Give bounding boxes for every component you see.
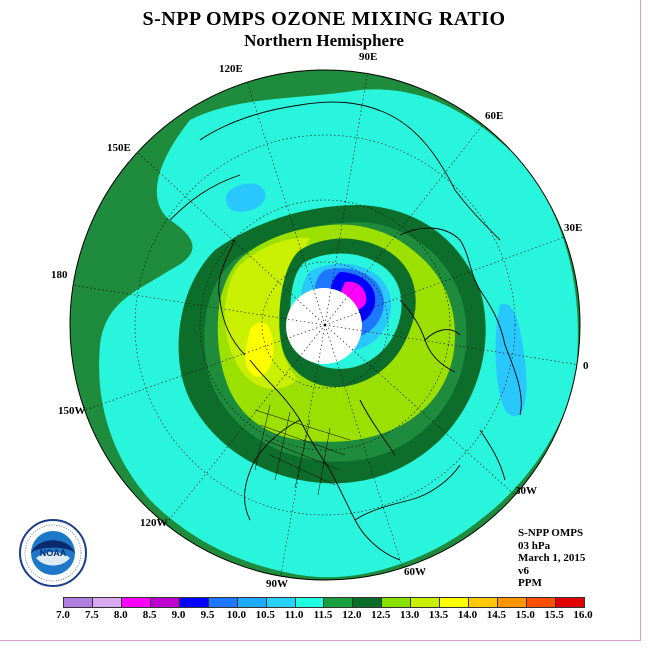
colorbar-segment: [266, 598, 296, 607]
noaa-logo-icon: NOAA: [19, 519, 87, 587]
colorbar-segment: [382, 598, 412, 607]
info-level: 03 hPa: [518, 539, 551, 552]
band-blue-asia: [225, 183, 266, 212]
lon-label-30e: 30E: [564, 222, 583, 234]
figure-title: S-NPP OMPS OZONE MIXING RATIO: [142, 8, 506, 30]
colorbar-tick-label: 15.5: [544, 609, 564, 621]
colorbar-segment: [440, 598, 470, 607]
colorbar-tick-label: 7.0: [56, 609, 70, 621]
lon-label-120w: 120W: [140, 517, 168, 529]
colorbar-segment: [411, 598, 441, 607]
info-date: March 1, 2015: [518, 552, 586, 565]
lon-label-90e: 90E: [359, 51, 378, 63]
colorbar-segment: [295, 598, 325, 607]
colorbar-tick-label: 10.0: [226, 609, 246, 621]
colorbar-tick-label: 16.0: [573, 609, 593, 621]
product-info: S-NPP OMPS 03 hPa March 1, 2015 v6 PPM: [518, 527, 585, 590]
colorbar-tick-label: 8.0: [113, 609, 128, 621]
colorbar-segment: [179, 598, 209, 607]
colorbar-segment: [353, 598, 383, 607]
colorbar-segment: [498, 598, 527, 607]
latitude-lines: [134, 134, 516, 516]
info-version: v6: [518, 564, 529, 577]
colorbar-segment: [121, 598, 151, 607]
colorbar-ticks: 7.0 7.5 8.0 8.5 9.0 9.5 10.0 10.5 11.0 11.5 12.0 12…: [42, 609, 602, 623]
lon-label-60e: 60E: [485, 110, 504, 122]
colorbar-tick-label: 10.5: [255, 609, 275, 621]
coastlines: [169, 101, 522, 561]
colorbar-tick-label: 13.5: [428, 609, 449, 621]
colorbar-tick-label: 14.0: [457, 609, 478, 621]
lon-label-120e: 120E: [219, 63, 243, 75]
colorbar-tick-label: 9.0: [171, 609, 186, 621]
lon-label-180: 180: [51, 269, 68, 281]
info-instrument: S-NPP OMPS: [518, 527, 584, 539]
colorbar-tick-label: 14.5: [486, 609, 506, 621]
colorbar-segment: [64, 598, 93, 607]
lon-label-0: 0: [583, 360, 589, 372]
meridian-lines: [71, 70, 580, 580]
colorbar-tick-label: 7.5: [85, 609, 99, 621]
noaa-logo-text: NOAA: [40, 548, 67, 558]
colorbar-tick-label: 11.0: [284, 609, 304, 621]
lon-label-150w: 150W: [58, 405, 86, 417]
colorbar-segment: [555, 598, 584, 607]
colorbar-tick-label: 12.0: [342, 609, 362, 621]
colorbar-tick-label: 8.5: [142, 609, 157, 621]
colorbar-tick-label: 12.5: [371, 609, 391, 621]
colorbar-tick-label: 15.0: [515, 609, 535, 621]
map-boundary: [69, 69, 581, 581]
lon-label-30w: 30W: [515, 485, 537, 497]
colorbar: [63, 597, 585, 608]
colorbar-segment: [208, 598, 238, 607]
colorbar-segment: [469, 598, 499, 607]
colorbar-segment: [527, 598, 556, 607]
colorbar-segment: [150, 598, 180, 607]
colorbar-tick-label: 13.0: [400, 609, 420, 621]
figure-subtitle: Northern Hemisphere: [244, 31, 404, 50]
lon-label-90w: 90W: [266, 578, 288, 590]
lon-label-150e: 150E: [107, 142, 131, 154]
colorbar-tick-label: 9.5: [200, 609, 215, 621]
colorbar-segment: [324, 598, 354, 607]
state-borders: [254, 404, 351, 496]
colorbar-segment: [92, 598, 122, 607]
colorbar-tick-label: 11.5: [313, 609, 333, 621]
colorbar-segment: [237, 598, 267, 607]
lon-label-60w: 60W: [404, 566, 426, 578]
info-units: PPM: [518, 577, 542, 590]
